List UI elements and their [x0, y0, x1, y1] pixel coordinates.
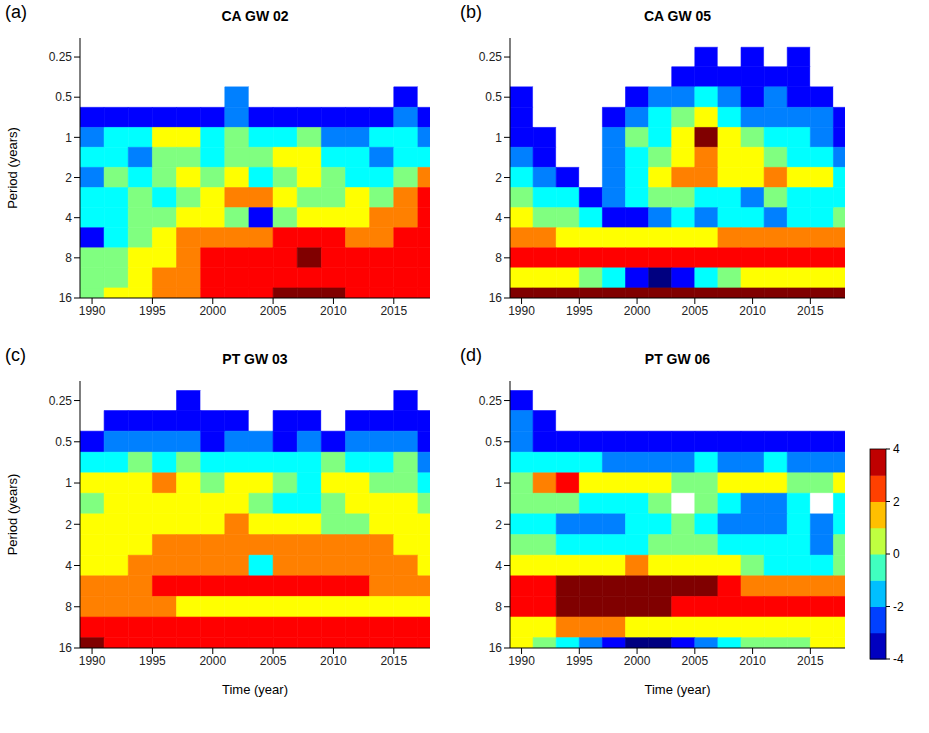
- html-text:CA GW 02: CA GW 02: [221, 8, 289, 24]
- svg-text:2010: 2010: [739, 304, 766, 318]
- svg-text:2000: 2000: [199, 654, 226, 668]
- html-text:PT GW 03: PT GW 03: [222, 351, 288, 367]
- svg-text:2015: 2015: [797, 304, 824, 318]
- html-text:CA GW 05: CA GW 05: [643, 8, 712, 24]
- svg-text:Period (years): Period (years): [5, 127, 20, 209]
- svg-text:-2: -2: [893, 600, 904, 614]
- svg-text:8: 8: [65, 600, 72, 614]
- svg-text:1: 1: [65, 131, 72, 145]
- svg-text:1: 1: [495, 476, 502, 490]
- svg-text:1995: 1995: [139, 304, 166, 318]
- svg-text:16: 16: [489, 641, 503, 655]
- svg-text:8: 8: [65, 251, 72, 265]
- svg-text:2010: 2010: [739, 654, 766, 668]
- svg-text:1990: 1990: [79, 654, 106, 668]
- svg-text:2010: 2010: [320, 304, 347, 318]
- svg-text:1990: 1990: [79, 304, 106, 318]
- svg-text:4: 4: [495, 559, 502, 573]
- svg-text:2005: 2005: [681, 304, 708, 318]
- svg-text:Time (year): Time (year): [222, 682, 288, 697]
- svg-text:Period (years): Period (years): [5, 474, 20, 556]
- svg-text:1: 1: [495, 131, 502, 145]
- html-text:(c): (c): [5, 345, 26, 365]
- svg-text:0.25: 0.25: [49, 394, 73, 408]
- svg-text:0.25: 0.25: [479, 50, 503, 64]
- svg-text:2: 2: [495, 518, 502, 532]
- html-text:PT GW 06: PT GW 06: [644, 351, 711, 367]
- svg-text:8: 8: [495, 251, 502, 265]
- svg-text:16: 16: [59, 641, 73, 655]
- svg-text:0.5: 0.5: [55, 435, 72, 449]
- svg-text:4: 4: [65, 211, 72, 225]
- svg-text:2000: 2000: [199, 304, 226, 318]
- svg-text:2015: 2015: [380, 654, 407, 668]
- svg-text:4: 4: [893, 442, 900, 456]
- svg-text:2005: 2005: [260, 304, 287, 318]
- svg-text:1995: 1995: [566, 654, 593, 668]
- svg-text:1995: 1995: [566, 304, 593, 318]
- svg-text:2: 2: [65, 171, 72, 185]
- svg-text:1: 1: [65, 476, 72, 490]
- svg-text:2: 2: [893, 495, 900, 509]
- svg-text:Time (year): Time (year): [645, 682, 711, 697]
- svg-text:1990: 1990: [508, 654, 535, 668]
- svg-text:2000: 2000: [624, 654, 651, 668]
- svg-text:2015: 2015: [380, 304, 407, 318]
- svg-text:-4: -4: [893, 652, 904, 666]
- html-text:(b): (b): [460, 2, 482, 22]
- svg-text:16: 16: [489, 291, 503, 305]
- svg-text:8: 8: [495, 600, 502, 614]
- svg-text:4: 4: [65, 559, 72, 573]
- svg-text:2015: 2015: [797, 654, 824, 668]
- svg-text:2005: 2005: [681, 654, 708, 668]
- svg-text:2010: 2010: [320, 654, 347, 668]
- svg-text:0.5: 0.5: [485, 435, 502, 449]
- svg-text:0.5: 0.5: [485, 90, 502, 104]
- svg-text:2: 2: [495, 171, 502, 185]
- svg-text:0: 0: [893, 547, 900, 561]
- svg-text:2000: 2000: [624, 304, 651, 318]
- svg-text:0.5: 0.5: [55, 90, 72, 104]
- svg-text:16: 16: [59, 291, 73, 305]
- svg-text:4: 4: [495, 211, 502, 225]
- svg-text:1990: 1990: [508, 304, 535, 318]
- svg-text:0.25: 0.25: [479, 394, 503, 408]
- svg-text:2: 2: [65, 518, 72, 532]
- html-text:(a): (a): [5, 2, 27, 22]
- html-text:(d): (d): [460, 345, 482, 365]
- svg-text:1995: 1995: [139, 654, 166, 668]
- svg-text:2005: 2005: [260, 654, 287, 668]
- svg-text:0.25: 0.25: [49, 50, 73, 64]
